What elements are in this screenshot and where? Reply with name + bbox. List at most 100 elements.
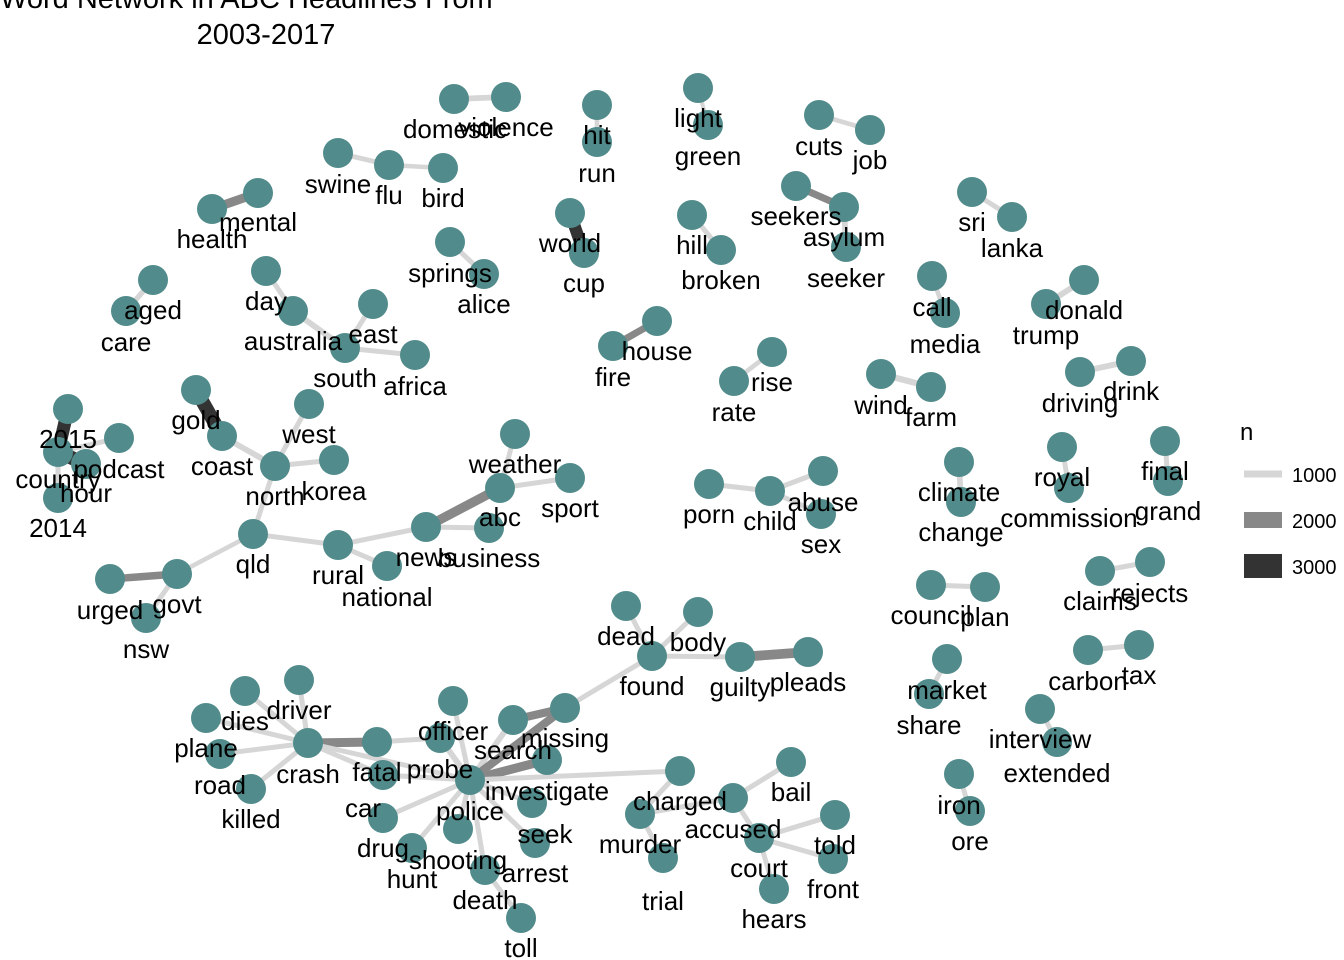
label-officer: officer (418, 716, 489, 746)
label-podcast: podcast (73, 454, 165, 484)
label-commission: commission (1000, 503, 1137, 533)
node-lanka (997, 202, 1027, 232)
label-arrest: arrest (502, 858, 569, 888)
label-govt: govt (152, 589, 202, 619)
label-broken: broken (681, 265, 761, 295)
label-weather: weather (468, 449, 562, 479)
label-2014: 2014 (29, 513, 87, 543)
node-hunt (397, 833, 427, 863)
label-dead: dead (597, 621, 655, 651)
node-west (294, 389, 324, 419)
label-carbon: carbon (1048, 666, 1128, 696)
legend-label-1000: 1000 (1292, 465, 1337, 487)
label-light: light (674, 103, 722, 133)
node-abuse (808, 456, 838, 486)
node-business (474, 513, 504, 543)
node-mental (243, 178, 273, 208)
node-ore (955, 796, 985, 826)
label-crash: crash (276, 759, 340, 789)
title: Word Network in ABC Headlines From 2003-… (0, 0, 493, 51)
node-shooting (443, 814, 473, 844)
label-asylum: asylum (803, 222, 885, 252)
title-line-2: 2003-2017 (197, 19, 336, 51)
node-flu (374, 150, 404, 180)
label-hears: hears (741, 904, 806, 934)
legend-label-2000: 2000 (1292, 511, 1337, 533)
label-fire: fire (595, 362, 631, 392)
node-final (1150, 426, 1180, 456)
node-accused (718, 783, 748, 813)
label-driver: driver (266, 695, 331, 725)
label-porn: porn (683, 499, 735, 529)
edge-plane-crash (205, 715, 309, 746)
node-plane (191, 703, 221, 733)
node-swine (323, 138, 353, 168)
label-swine: swine (305, 169, 371, 199)
node-seeker (831, 232, 861, 262)
node-north (260, 451, 290, 481)
node-broken (706, 235, 736, 265)
node-nsw (131, 603, 161, 633)
label-cup: cup (563, 268, 605, 298)
label-bird: bird (421, 183, 464, 213)
label-extended: extended (1004, 758, 1111, 788)
label-country: country (15, 464, 100, 494)
node-royal (1047, 432, 1077, 462)
node-qld (238, 519, 268, 549)
label-investigate: investigate (485, 776, 609, 806)
edge-found-missing (563, 653, 654, 711)
node-tax (1124, 630, 1154, 660)
edge-police-drug (381, 777, 472, 821)
legend: n 1000 2000 3000 (1240, 419, 1337, 579)
node-abc (485, 473, 515, 503)
node-share (914, 679, 944, 709)
node-arrest (520, 828, 550, 858)
node-seek (517, 788, 547, 818)
label-final: final (1141, 456, 1189, 486)
edge-murder-accused (639, 795, 734, 817)
label-plan: plan (960, 602, 1009, 632)
node-guilty (725, 642, 755, 672)
node-dies (230, 676, 260, 706)
label-media: media (910, 329, 981, 359)
node-sport (555, 463, 585, 493)
label-drug: drug (357, 833, 409, 863)
label-dies: dies (221, 706, 269, 736)
node-officer (438, 686, 468, 716)
node-care (111, 296, 141, 326)
node-driving (1065, 357, 1095, 387)
label-charged: charged (633, 786, 727, 816)
label-iron: iron (937, 790, 980, 820)
node-extended (1042, 727, 1072, 757)
node-sri (957, 177, 987, 207)
label-west: west (281, 419, 336, 449)
node-east (358, 289, 388, 319)
node-layer (43, 73, 1183, 933)
label-accused: accused (685, 814, 782, 844)
label-told: told (814, 830, 856, 860)
node-council (916, 570, 946, 600)
node-car (368, 760, 398, 790)
node-body (683, 597, 713, 627)
label-bail: bail (771, 777, 811, 807)
label-driving: driving (1042, 388, 1119, 418)
node-light (683, 73, 713, 103)
label-child: child (743, 506, 796, 536)
label-springs: springs (408, 258, 492, 288)
node-drug (368, 803, 398, 833)
node-asylum (829, 192, 859, 222)
node-trial (648, 843, 678, 873)
label-news: news (396, 542, 457, 572)
label-abc: abc (479, 502, 521, 532)
node-job (855, 115, 885, 145)
node-search (498, 705, 528, 735)
node-told (820, 800, 850, 830)
label-pleads: pleads (770, 667, 847, 697)
label-green: green (675, 141, 742, 171)
label-sport: sport (541, 493, 600, 523)
label-change: change (918, 517, 1003, 547)
label-cuts: cuts (795, 131, 843, 161)
node-fatal (362, 727, 392, 757)
node-crash (293, 728, 323, 758)
